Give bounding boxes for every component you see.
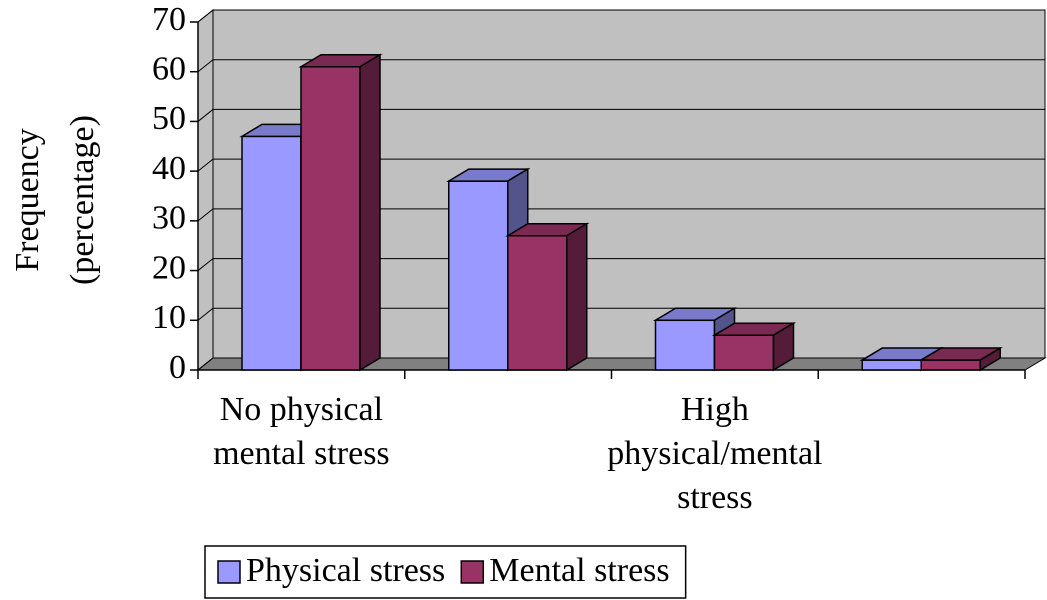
bar	[241, 135, 302, 371]
grid-line	[197, 258, 1045, 271]
bar	[861, 359, 922, 371]
legend-label: Mental stress	[489, 552, 669, 589]
y-tick-label: 0	[169, 349, 186, 386]
y-tick-label: 40	[152, 150, 186, 187]
legend-box	[204, 545, 687, 599]
bar-group	[652, 306, 797, 372]
grid-line	[197, 158, 1045, 172]
legend: Physical stress Mental stress	[204, 545, 687, 599]
bar	[654, 319, 716, 371]
grid-line	[197, 59, 1045, 73]
bar-side	[359, 53, 381, 372]
y-tick-label: 10	[152, 299, 186, 336]
legend-swatch	[217, 560, 241, 584]
bar-group	[859, 346, 1003, 372]
y-axis-title: Frequency (percentage)	[9, 115, 101, 285]
y-tick-label: 50	[152, 100, 186, 137]
y-tick-label: 60	[152, 51, 186, 88]
bar-group	[446, 167, 590, 372]
grid-line	[197, 307, 1045, 321]
bar-group	[239, 53, 383, 372]
grid-line	[197, 108, 1045, 122]
bar	[713, 334, 775, 371]
bar	[300, 65, 361, 371]
y-tick-label: 20	[152, 249, 186, 286]
bar-side	[566, 222, 588, 372]
y-axis-title-line: Frequency	[9, 128, 46, 272]
y-tick-label: 70	[152, 1, 186, 38]
bar	[448, 180, 509, 371]
bar	[507, 235, 568, 371]
y-tick-label: 30	[152, 200, 186, 237]
grid-line	[197, 208, 1045, 222]
side-wall	[197, 8, 214, 372]
legend-label: Physical stress	[246, 552, 445, 589]
bar	[920, 359, 981, 371]
x-tick-label: No physical mental stress	[213, 391, 390, 472]
legend-swatch	[460, 560, 485, 584]
bar-side	[772, 321, 795, 372]
grid-line	[197, 9, 1045, 23]
y-axis-title-line: (percentage)	[64, 115, 101, 285]
x-tick-label: High physical/mental stress	[607, 391, 822, 516]
bar-side	[979, 346, 1001, 372]
